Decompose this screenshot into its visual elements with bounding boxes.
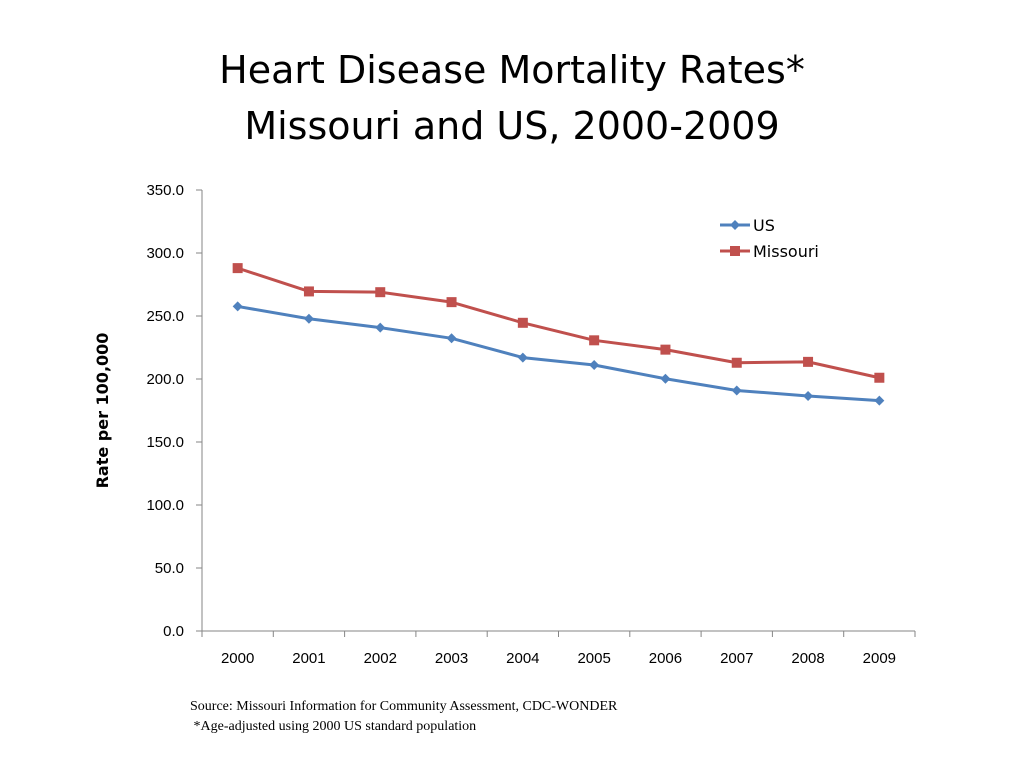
data-point-missouri — [660, 344, 671, 355]
data-point-us — [874, 395, 885, 406]
data-point-missouri — [803, 356, 814, 367]
x-tick-label: 2008 — [791, 650, 824, 667]
y-tick-label: 200.0 — [146, 371, 184, 388]
x-tick-label: 2001 — [292, 650, 325, 667]
data-point-us — [803, 391, 814, 402]
chart-title-line-1: Heart Disease Mortality Rates* — [219, 48, 805, 92]
legend-marker-missouri — [730, 246, 740, 256]
data-point-us — [232, 301, 243, 312]
data-point-missouri — [232, 263, 243, 274]
data-point-us — [446, 333, 457, 344]
data-point-missouri — [517, 317, 528, 328]
y-tick-label: 0.0 — [163, 623, 184, 640]
data-point-us — [517, 352, 528, 363]
legend: US Missouri — [720, 216, 819, 261]
data-point-us — [303, 313, 314, 324]
axes: 0.0 50.0 100.0 150.0 200.0 250.0 300.0 350.0 200… — [93, 182, 916, 667]
y-tick-label: 50.0 — [155, 560, 184, 577]
data-point-missouri — [874, 372, 885, 383]
x-tick-label: 2007 — [720, 650, 753, 667]
x-tick-label: 2006 — [649, 650, 682, 667]
data-point-us — [660, 373, 671, 384]
source-note: Source: Missouri Information for Communi… — [190, 699, 618, 714]
y-tick-label: 250.0 — [146, 308, 184, 325]
series-line-missouri — [237, 266, 880, 380]
data-point-us — [589, 360, 600, 371]
data-point-missouri — [303, 286, 314, 297]
legend-marker-us — [730, 220, 740, 230]
chart-title-line-2: Missouri and US, 2000-2009 — [244, 104, 780, 148]
legend-label-missouri: Missouri — [753, 242, 819, 261]
footnotes: Source: Missouri Information for Communi… — [190, 697, 617, 737]
data-point-missouri — [589, 335, 600, 346]
x-tick-label: 2000 — [221, 650, 254, 667]
data-point-us — [731, 385, 742, 396]
data-point-missouri — [446, 297, 457, 308]
legend-label-us: US — [753, 216, 775, 235]
x-tick-label: 2005 — [577, 650, 610, 667]
x-tick-label: 2003 — [435, 650, 468, 667]
y-tick-label: 100.0 — [146, 497, 184, 514]
x-tick-label: 2002 — [364, 650, 397, 667]
y-tick-label: 300.0 — [146, 245, 184, 262]
series-line-us — [237, 304, 880, 403]
series-layer — [232, 263, 885, 406]
x-tick-label: 2004 — [506, 650, 539, 667]
y-axis-title: Rate per 100,000 — [93, 333, 112, 489]
chart-title: Heart Disease Mortality Rates* Missouri … — [0, 42, 1024, 154]
data-point-us — [375, 322, 386, 333]
age-adjusted-note: *Age-adjusted using 2000 US standard pop… — [190, 719, 477, 734]
series-missouri — [232, 263, 885, 383]
data-point-missouri — [731, 357, 742, 368]
data-point-missouri — [375, 287, 386, 298]
y-tick-label: 350.0 — [146, 182, 184, 199]
series-us — [232, 301, 885, 406]
x-tick-label: 2009 — [863, 650, 896, 667]
y-tick-label: 150.0 — [146, 434, 184, 451]
